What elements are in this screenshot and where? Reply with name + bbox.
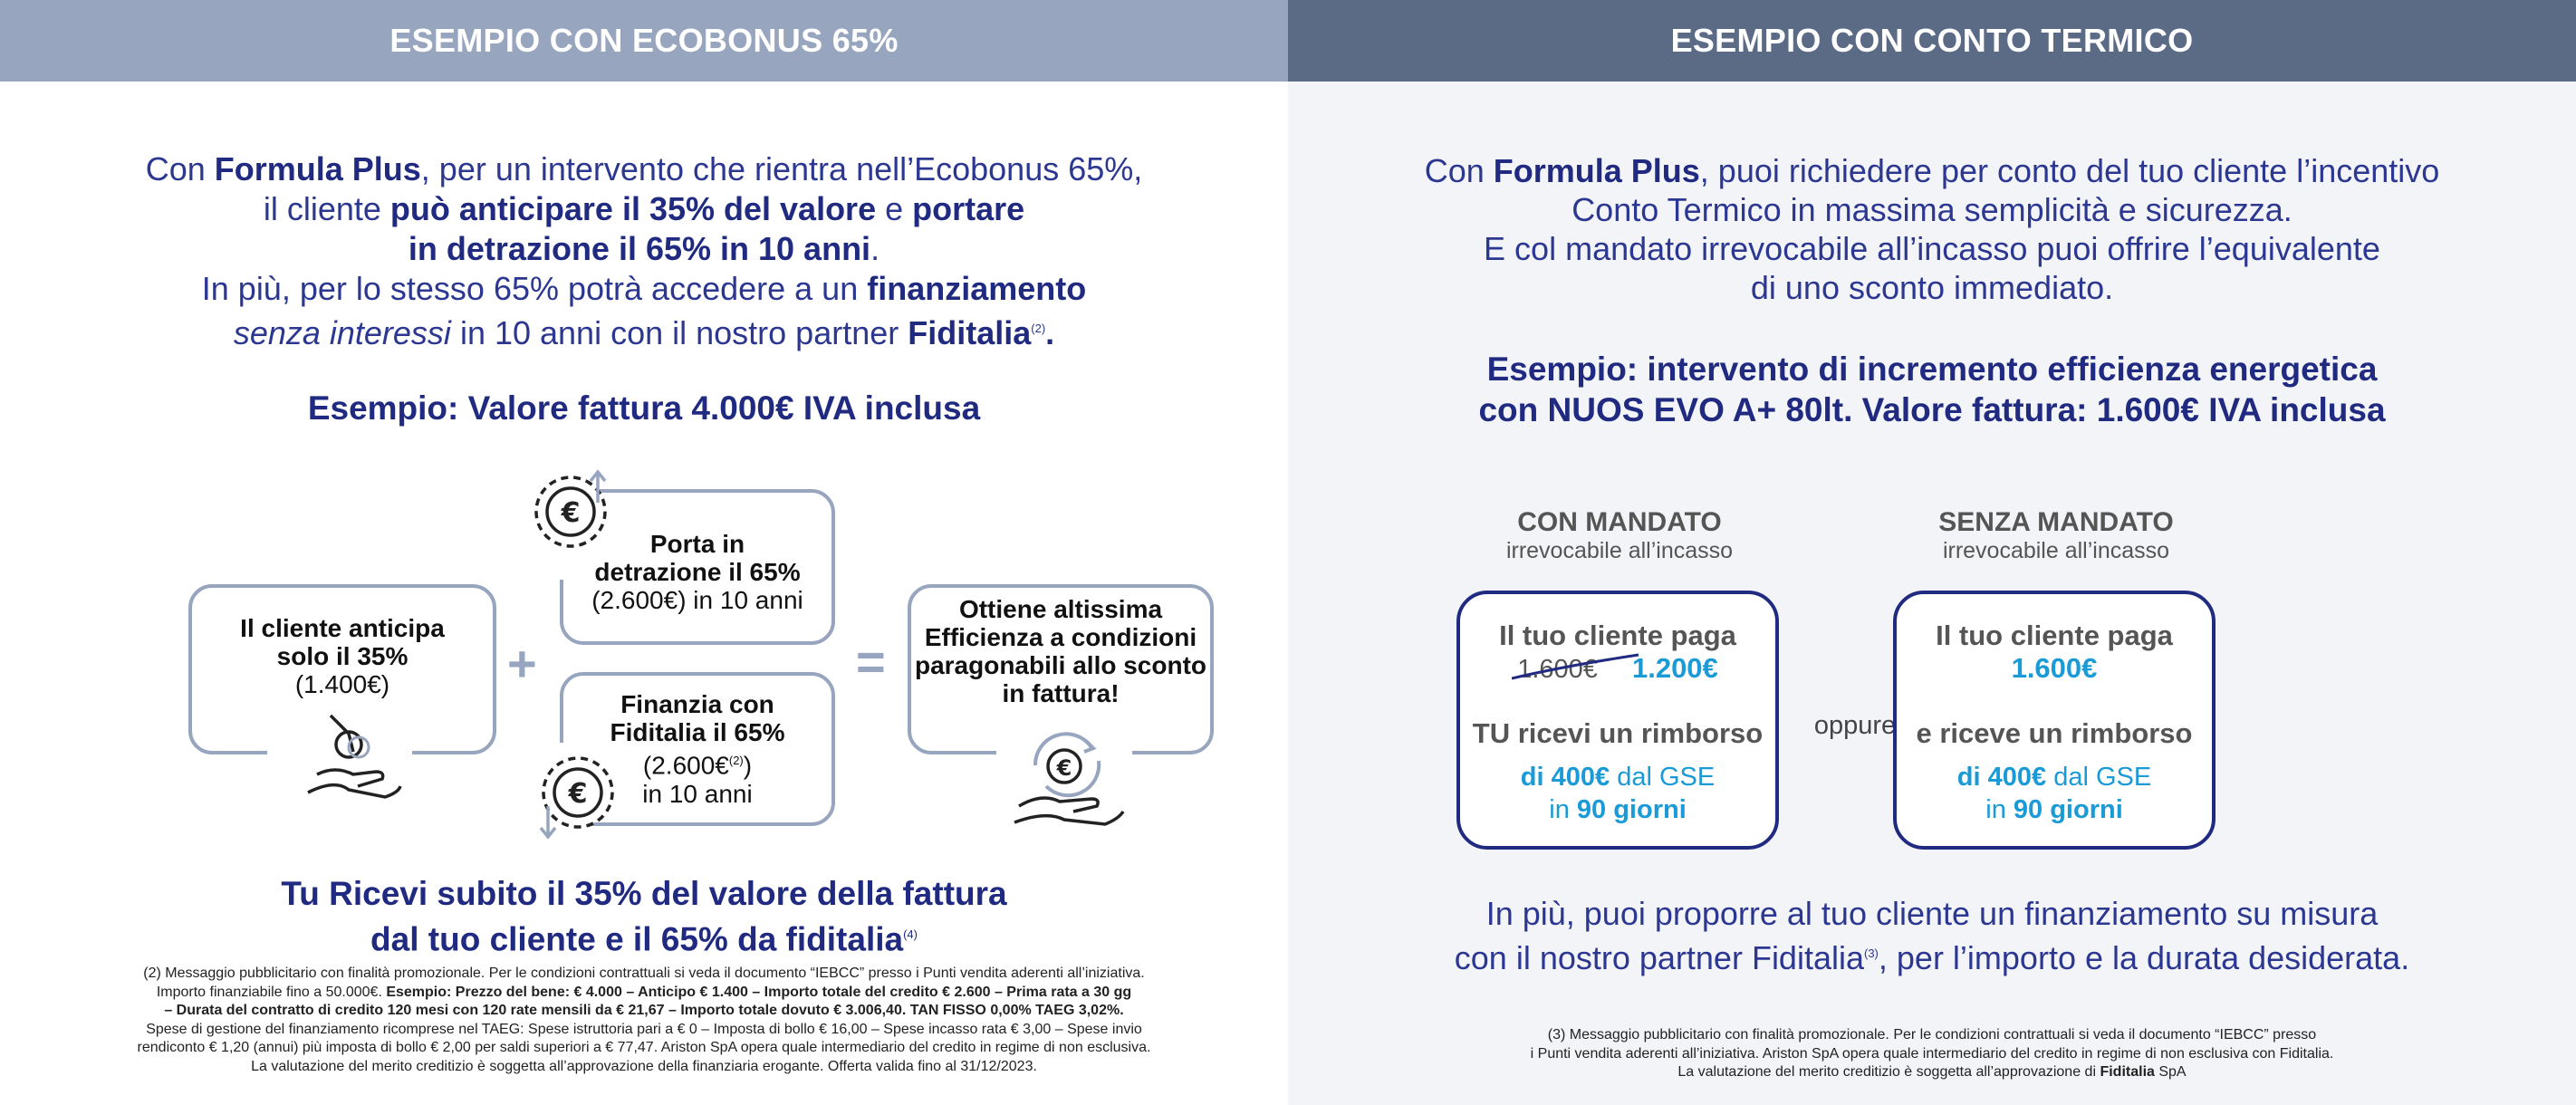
senza-mandato-heading: SENZA MANDATO irrevocabile all’incasso [1938, 507, 2174, 563]
euro-arrow-down-icon: € [528, 752, 619, 847]
plus-sign: + [507, 635, 537, 692]
euro-arrow-up-icon: € [530, 466, 620, 562]
finanzia-box: Finanzia con Fiditalia il 65% (2.600€(2)… [560, 672, 835, 826]
oppure-label: oppure [1813, 711, 1897, 740]
ottiene-box: Ottiene altissima Efficienza a condizion… [908, 584, 1214, 754]
conto-termico-example: Esempio: intervento di incremento effici… [1478, 351, 2386, 428]
ecobonus-panel: ESEMPIO CON ECOBONUS 65% Con Formula Plu… [0, 0, 1288, 1074]
ecobonus-footnote: (2) Messaggio pubblicitario con finalità… [137, 966, 1151, 1074]
ecobonus-summary: Tu Ricevi subito il 35% del valore della… [281, 875, 1007, 958]
ecobonus-header: ESEMPIO CON ECOBONUS 65% [0, 0, 1288, 82]
conto-termico-intro: Con Formula Plus, puoi richiedere per co… [1424, 152, 2440, 306]
hand-euro-cycle-icon: € [1010, 725, 1128, 833]
svg-text:€: € [561, 497, 581, 529]
ecobonus-example-title: Esempio: Valore fattura 4.000€ IVA inclu… [307, 389, 981, 427]
strikethrough-mark [1512, 653, 1639, 680]
senza-mandato-card: Il tuo cliente paga 1.600€ e riceve un r… [1893, 591, 2216, 850]
ecobonus-intro: Con Formula Plus, per un intervento che … [145, 150, 1143, 351]
old-price: 1.600€ [1512, 653, 1639, 684]
conto-termico-footnote: (3) Messaggio pubblicitario con finalità… [1530, 1027, 2334, 1080]
equals-sign: = [856, 633, 886, 690]
conto-termico-panel: ESEMPIO CON CONTO TERMICO Con Formula Pl… [1288, 0, 2576, 1105]
conto-termico-closing: In più, puoi proporre al tuo cliente un … [1454, 895, 2410, 976]
svg-text:€: € [568, 778, 588, 810]
conto-termico-header: ESEMPIO CON CONTO TERMICO [1288, 0, 2576, 82]
svg-text:€: € [1056, 755, 1072, 781]
con-mandato-heading: CON MANDATO irrevocabile all’incasso [1505, 507, 1734, 563]
con-mandato-card: Il tuo cliente paga 1.600€ 1.200€ TU ric… [1456, 591, 1779, 850]
hand-coin-icon [299, 706, 408, 811]
